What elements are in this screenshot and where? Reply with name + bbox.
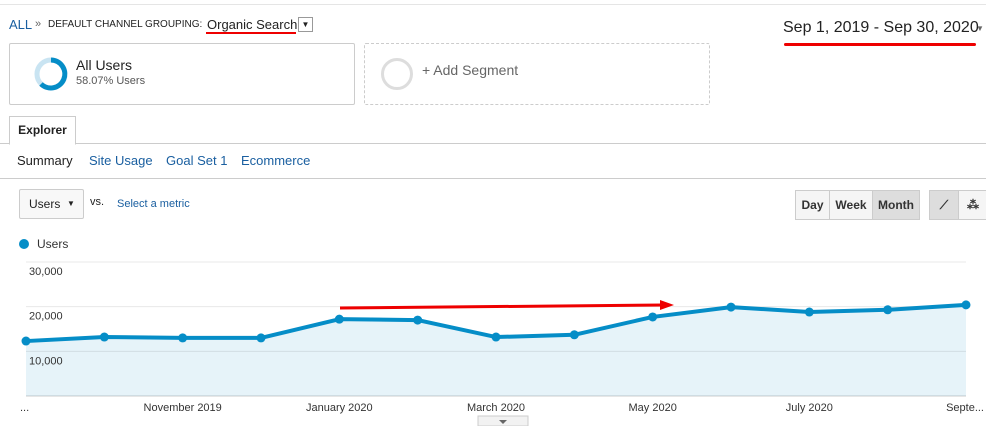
subtab[interactable]: Summary bbox=[17, 153, 73, 168]
subtab[interactable]: Goal Set 1 bbox=[166, 153, 228, 168]
date-caret: ▼ bbox=[976, 24, 984, 33]
point bbox=[413, 315, 423, 325]
vs-label: vs. bbox=[90, 196, 105, 208]
point bbox=[883, 305, 893, 315]
area bbox=[26, 304, 966, 396]
x-tick-label: March 2020 bbox=[467, 402, 525, 414]
point bbox=[491, 332, 501, 342]
subtab[interactable]: Ecommerce bbox=[241, 153, 311, 168]
select-metric[interactable]: Select a metric bbox=[117, 198, 190, 210]
granularity-button[interactable]: Week bbox=[829, 190, 873, 220]
point bbox=[648, 312, 658, 322]
point bbox=[178, 333, 188, 343]
legend-label: Users bbox=[37, 237, 68, 251]
segment-donut bbox=[34, 57, 68, 91]
legend-marker bbox=[19, 239, 29, 249]
granularity-button[interactable]: Month bbox=[872, 190, 920, 220]
point bbox=[804, 307, 814, 317]
segment-detail: 58.07% Users bbox=[76, 75, 146, 87]
motion-view-button[interactable]: ⁂ bbox=[958, 190, 986, 220]
dropdown-toggle[interactable]: ▼ bbox=[298, 17, 313, 32]
x-tick-label: November 2019 bbox=[144, 402, 222, 414]
x-tick-label: July 2020 bbox=[786, 402, 833, 414]
tab-border bbox=[0, 143, 986, 144]
annotation-underline bbox=[784, 43, 976, 46]
annotation-arrowhead bbox=[660, 300, 674, 310]
point bbox=[99, 332, 109, 342]
line-view-button[interactable]: ⟋ bbox=[929, 190, 959, 220]
y-tick-label: 10,000 bbox=[29, 355, 63, 367]
segment-name: All Users bbox=[76, 57, 133, 73]
top-border bbox=[0, 4, 986, 5]
breadcrumb-all[interactable]: ALL bbox=[9, 17, 33, 32]
expand-caret bbox=[499, 420, 507, 424]
date-range[interactable]: Sep 1, 2019 - Sep 30, 2020 bbox=[783, 19, 979, 36]
point bbox=[726, 302, 736, 312]
annotation-arrow bbox=[339, 303, 665, 310]
add-segment[interactable]: + Add Segment bbox=[422, 62, 519, 78]
granularity-button[interactable]: Day bbox=[795, 190, 830, 220]
point bbox=[569, 330, 579, 340]
subtab[interactable]: Site Usage bbox=[89, 153, 153, 168]
x-tick-label: January 2020 bbox=[306, 402, 373, 414]
add-segment-card[interactable] bbox=[364, 43, 710, 105]
metric-caret: ▼ bbox=[67, 199, 75, 208]
donut-arc bbox=[39, 57, 68, 91]
x-tick-label: ... bbox=[20, 402, 29, 414]
section-border bbox=[0, 178, 986, 179]
y-tick-label: 30,000 bbox=[29, 266, 63, 278]
breadcrumb-dimension: DEFAULT CHANNEL GROUPING: bbox=[48, 19, 203, 30]
add-segment-circle bbox=[381, 58, 413, 90]
point bbox=[334, 314, 344, 324]
x-tick-label: Septe... bbox=[946, 402, 984, 414]
point bbox=[256, 333, 266, 343]
breadcrumb-separator: » bbox=[35, 18, 42, 30]
x-tick-label: May 2020 bbox=[629, 402, 677, 414]
metric-select-box[interactable] bbox=[19, 189, 84, 219]
annotation-underline bbox=[206, 32, 296, 34]
chart: 10,000 20,000 30,000... November 2019 Januar… bbox=[19, 237, 984, 426]
y-tick-label: 20,000 bbox=[29, 311, 63, 323]
tab[interactable]: Explorer bbox=[9, 116, 76, 145]
breadcrumb-value[interactable]: Organic Search bbox=[207, 17, 298, 32]
metric-select[interactable]: Users bbox=[29, 197, 61, 211]
point bbox=[21, 336, 31, 346]
point bbox=[961, 300, 971, 310]
